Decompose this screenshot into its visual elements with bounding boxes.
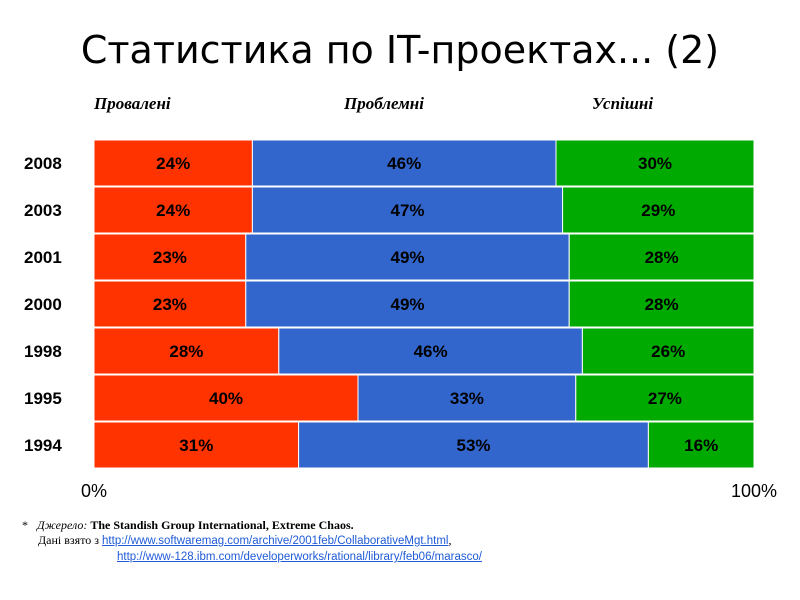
data-label-successful-2008: 30% [638,154,672,173]
year-label-1995: 1995 [24,389,62,408]
bar-successful-2001 [568,233,755,281]
bar-challenged-2000 [245,280,570,328]
data-label-challenged-2000: 49% [390,295,424,314]
year-label-2000: 2000 [24,295,62,314]
data-label-challenged-1994: 53% [456,436,490,455]
bar-challenged-2001 [245,233,570,281]
data-label-failed-2000: 23% [153,295,187,314]
bar-successful-1998 [581,327,755,375]
legend-successful: Успішні [592,94,654,113]
data-label-successful-1995: 27% [648,389,682,408]
x-tick-label-1: 100% [731,481,777,501]
data-label-successful-2001: 28% [645,248,679,267]
bar-successful-1995 [575,374,755,422]
x-tick-label-0: 0% [81,481,107,501]
legend-failed: Провалені [94,94,171,113]
footnote-data-line: Дані взято з http://www.softwaremag.com/… [22,533,782,549]
bar-failed-1994 [93,421,300,469]
bar-failed-2008 [93,139,253,187]
footnote-source-line: * Джерело: The Standish Group Internatio… [22,518,782,533]
data-label-failed-2001: 23% [153,248,187,267]
source-link-softwaremag[interactable]: http://www.softwaremag.com/archive/2001f… [102,535,449,547]
data-label-failed-1995: 40% [209,389,243,408]
stacked-bar-chart: 2008 24% 46% 30% 2003 24% 47% 29% 2001 23% 49% 28% 2… [24,139,777,501]
year-label-1994: 1994 [24,436,62,455]
page-title: Статистика по IT-проектах... (2) [80,28,720,72]
year-label-2001: 2001 [24,248,62,267]
footnote-marker: * [22,518,28,532]
source-link-ibm[interactable]: http://www-128.ibm.com/developerworks/ra… [117,551,482,563]
footnote: * Джерело: The Standish Group Internatio… [22,518,782,565]
data-label-challenged-2001: 49% [390,248,424,267]
link-separator: , [448,533,452,547]
bar-successful-2000 [568,280,755,328]
legend-challenged: Проблемні [344,94,424,113]
source-label: Джерело: [37,518,88,532]
bar-challenged-2008 [251,139,557,187]
bar-successful-2008 [555,139,755,187]
bar-failed-1995 [93,374,359,422]
bar-challenged-1994 [298,421,649,469]
data-label-challenged-1998: 46% [414,342,448,361]
data-label-failed-1998: 28% [169,342,203,361]
data-label-successful-1994: 16% [684,436,718,455]
year-label-2008: 2008 [24,154,62,173]
bar-failed-2001 [93,233,247,281]
bar-challenged-1998 [278,327,583,375]
data-label-challenged-2008: 46% [387,154,421,173]
source-text: The Standish Group International, Extrem… [90,518,354,532]
bar-challenged-1995 [357,374,577,422]
year-label-1998: 1998 [24,342,62,361]
data-label-failed-1994: 31% [179,436,213,455]
bar-failed-1998 [93,327,280,375]
year-label-2003: 2003 [24,201,62,220]
data-label-challenged-1995: 33% [450,389,484,408]
data-label-successful-1998: 26% [651,342,685,361]
data-label-failed-2008: 24% [156,154,190,173]
bar-successful-2003 [562,186,755,234]
footnote-link-line: http://www-128.ibm.com/developerworks/ra… [22,549,782,565]
data-label-successful-2000: 28% [645,295,679,314]
data-from-label: Дані взято з [38,533,100,547]
data-label-successful-2003: 29% [641,201,675,220]
data-label-failed-2003: 24% [156,201,190,220]
bar-successful-1994 [647,421,755,469]
data-label-challenged-2003: 47% [390,201,424,220]
